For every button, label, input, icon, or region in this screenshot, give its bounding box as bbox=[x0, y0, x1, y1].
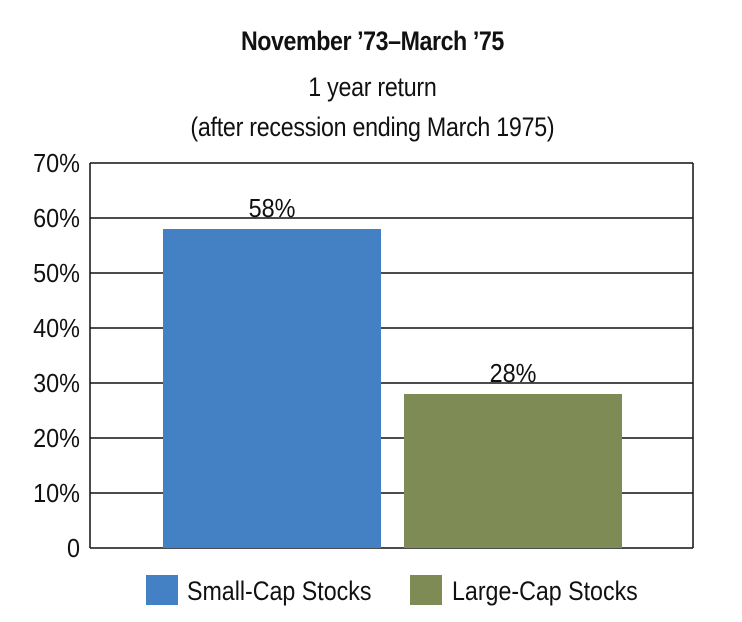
bar-value-label: 28% bbox=[490, 360, 537, 388]
y-tick-label: 0 bbox=[67, 535, 80, 563]
y-tick-label: 60% bbox=[33, 205, 80, 233]
bar-value-label: 58% bbox=[249, 195, 296, 223]
legend-label: Small-Cap Stocks bbox=[187, 576, 371, 606]
y-tick-label: 50% bbox=[33, 260, 80, 288]
y-tick-label: 30% bbox=[33, 370, 80, 398]
y-tick-label: 40% bbox=[33, 315, 80, 343]
chart-subtitle-line-1: 1 year return bbox=[308, 72, 437, 102]
chart-title: November ’73–March ’75 bbox=[240, 26, 504, 56]
legend-label: Large-Cap Stocks bbox=[452, 576, 638, 606]
y-tick-label: 70% bbox=[33, 150, 80, 178]
chart-subtitle-line-2: (after recession ending March 1975) bbox=[190, 112, 555, 142]
legend-swatch-1 bbox=[410, 575, 442, 605]
y-tick-label: 20% bbox=[33, 425, 80, 453]
y-tick-label: 10% bbox=[33, 480, 80, 508]
bar-large-cap-stocks bbox=[404, 394, 622, 548]
legend-swatch-0 bbox=[146, 575, 178, 605]
bar-small-cap-stocks bbox=[163, 229, 381, 548]
